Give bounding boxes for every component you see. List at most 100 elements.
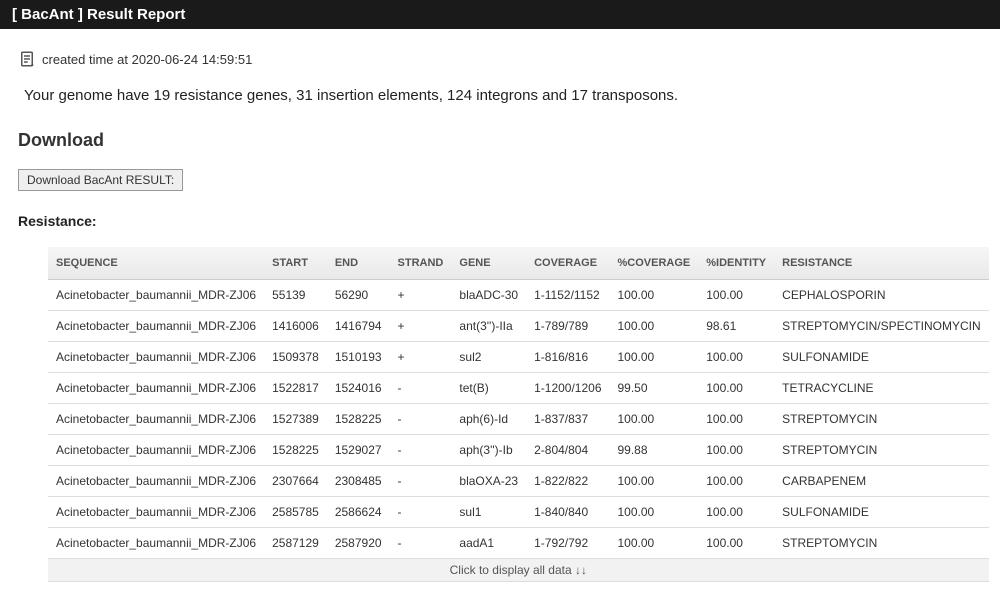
table-cell: 2587129 <box>264 528 327 559</box>
table-cell: STREPTOMYCIN <box>774 528 988 559</box>
table-cell: CARBAPENEM <box>774 466 988 497</box>
resistance-tbody: Acinetobacter_baumannii_MDR-ZJ0655139562… <box>48 280 989 559</box>
table-cell: Acinetobacter_baumannii_MDR-ZJ06 <box>48 528 264 559</box>
table-cell: 100.00 <box>698 280 774 311</box>
table-cell: 1416794 <box>327 311 390 342</box>
table-cell: - <box>390 466 452 497</box>
table-cell: STREPTOMYCIN <box>774 404 988 435</box>
table-cell: 100.00 <box>698 497 774 528</box>
main-content: created time at 2020-06-24 14:59:51 Your… <box>0 29 1000 592</box>
table-cell: 100.00 <box>610 280 699 311</box>
col-pct-identity: %IDENTITY <box>698 247 774 280</box>
table-cell: 1-822/822 <box>526 466 609 497</box>
table-cell: 1510193 <box>327 342 390 373</box>
resistance-thead: SEQUENCE START END STRAND GENE COVERAGE … <box>48 247 989 280</box>
table-cell: blaADC-30 <box>451 280 526 311</box>
table-cell: 1527389 <box>264 404 327 435</box>
table-cell: 99.50 <box>610 373 699 404</box>
table-cell: 100.00 <box>698 466 774 497</box>
table-row: Acinetobacter_baumannii_MDR-ZJ0615093781… <box>48 342 989 373</box>
table-cell: 1509378 <box>264 342 327 373</box>
table-cell: 2307664 <box>264 466 327 497</box>
table-cell: 1-840/840 <box>526 497 609 528</box>
table-cell: Acinetobacter_baumannii_MDR-ZJ06 <box>48 373 264 404</box>
resistance-table-wrap: SEQUENCE START END STRAND GENE COVERAGE … <box>48 247 972 582</box>
table-cell: 100.00 <box>610 466 699 497</box>
table-cell: 1-792/792 <box>526 528 609 559</box>
table-row: Acinetobacter_baumannii_MDR-ZJ0625871292… <box>48 528 989 559</box>
table-cell: + <box>390 311 452 342</box>
table-cell: 100.00 <box>698 342 774 373</box>
table-cell: STREPTOMYCIN <box>774 435 988 466</box>
table-cell: CEPHALOSPORIN <box>774 280 988 311</box>
table-cell: aadA1 <box>451 528 526 559</box>
table-cell: 99.88 <box>610 435 699 466</box>
table-cell: 55139 <box>264 280 327 311</box>
table-cell: - <box>390 404 452 435</box>
table-cell: 100.00 <box>698 435 774 466</box>
table-cell: 2586624 <box>327 497 390 528</box>
table-cell: - <box>390 497 452 528</box>
download-heading: Download <box>18 130 982 151</box>
table-cell: Acinetobacter_baumannii_MDR-ZJ06 <box>48 311 264 342</box>
table-cell: aph(6)-Id <box>451 404 526 435</box>
table-row: Acinetobacter_baumannii_MDR-ZJ0615282251… <box>48 435 989 466</box>
col-sequence: SEQUENCE <box>48 247 264 280</box>
table-cell: ant(3'')-IIa <box>451 311 526 342</box>
app-header: [ BacAnt ] Result Report <box>0 0 1000 29</box>
table-row: Acinetobacter_baumannii_MDR-ZJ0623076642… <box>48 466 989 497</box>
table-cell: + <box>390 342 452 373</box>
resistance-table: SEQUENCE START END STRAND GENE COVERAGE … <box>48 247 989 582</box>
table-cell: 1529027 <box>327 435 390 466</box>
table-cell: - <box>390 528 452 559</box>
resistance-heading: Resistance: <box>18 213 982 229</box>
table-cell: 100.00 <box>610 528 699 559</box>
col-strand: STRAND <box>390 247 452 280</box>
table-cell: Acinetobacter_baumannii_MDR-ZJ06 <box>48 342 264 373</box>
table-cell: 100.00 <box>610 342 699 373</box>
table-cell: 2585785 <box>264 497 327 528</box>
table-cell: 2308485 <box>327 466 390 497</box>
table-cell: 1-837/837 <box>526 404 609 435</box>
table-cell: 1-1152/1152 <box>526 280 609 311</box>
table-cell: Acinetobacter_baumannii_MDR-ZJ06 <box>48 435 264 466</box>
table-cell: Acinetobacter_baumannii_MDR-ZJ06 <box>48 466 264 497</box>
table-cell: 56290 <box>327 280 390 311</box>
document-icon <box>18 49 36 69</box>
table-row: Acinetobacter_baumannii_MDR-ZJ0625857852… <box>48 497 989 528</box>
table-cell: 1528225 <box>264 435 327 466</box>
col-coverage: COVERAGE <box>526 247 609 280</box>
table-cell: 100.00 <box>610 404 699 435</box>
table-cell: Acinetobacter_baumannii_MDR-ZJ06 <box>48 280 264 311</box>
col-gene: GENE <box>451 247 526 280</box>
table-row: Acinetobacter_baumannii_MDR-ZJ0615228171… <box>48 373 989 404</box>
table-cell: aph(3'')-Ib <box>451 435 526 466</box>
download-result-button[interactable]: Download BacAnt RESULT: <box>18 169 183 191</box>
table-cell: 1-816/816 <box>526 342 609 373</box>
col-start: START <box>264 247 327 280</box>
col-pct-coverage: %COVERAGE <box>610 247 699 280</box>
table-cell: 98.61 <box>698 311 774 342</box>
table-cell: 100.00 <box>698 528 774 559</box>
table-cell: blaOXA-23 <box>451 466 526 497</box>
expand-all-label[interactable]: Click to display all data ↓↓ <box>48 559 989 582</box>
table-cell: 2-804/804 <box>526 435 609 466</box>
table-cell: 1524016 <box>327 373 390 404</box>
timestamp-line: created time at 2020-06-24 14:59:51 <box>18 49 982 69</box>
table-row: Acinetobacter_baumannii_MDR-ZJ0614160061… <box>48 311 989 342</box>
col-end: END <box>327 247 390 280</box>
table-cell: 1522817 <box>264 373 327 404</box>
table-cell: 100.00 <box>698 373 774 404</box>
col-resistance: RESISTANCE <box>774 247 988 280</box>
table-cell: tet(B) <box>451 373 526 404</box>
app-title: [ BacAnt ] Result Report <box>12 6 185 23</box>
table-cell: sul1 <box>451 497 526 528</box>
table-cell: - <box>390 435 452 466</box>
table-cell: - <box>390 373 452 404</box>
table-cell: + <box>390 280 452 311</box>
expand-all-row[interactable]: Click to display all data ↓↓ <box>48 559 989 582</box>
table-cell: SULFONAMIDE <box>774 497 988 528</box>
table-cell: Acinetobacter_baumannii_MDR-ZJ06 <box>48 497 264 528</box>
table-cell: TETRACYCLINE <box>774 373 988 404</box>
table-cell: Acinetobacter_baumannii_MDR-ZJ06 <box>48 404 264 435</box>
